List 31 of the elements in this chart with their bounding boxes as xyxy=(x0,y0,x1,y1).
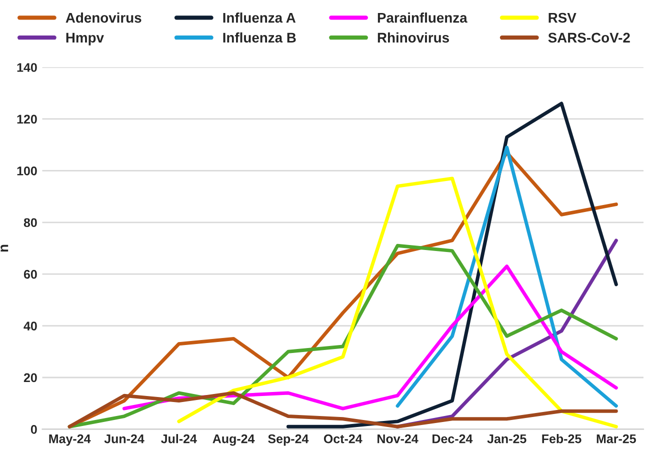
x-tick-label: Jan-25 xyxy=(487,434,526,444)
x-tick-label: Jun-24 xyxy=(104,434,144,444)
y-tick-label: 100 xyxy=(17,166,37,176)
legend-label: RSV xyxy=(548,12,576,23)
y-tick-label: 80 xyxy=(24,218,37,228)
y-tick-label: 0 xyxy=(30,425,37,434)
line-series xyxy=(396,146,618,408)
x-tick-label: Feb-25 xyxy=(542,434,582,444)
line-series xyxy=(68,391,618,428)
x-tick-label: Aug-24 xyxy=(212,434,255,446)
legend-label: Adenovirus xyxy=(66,12,142,23)
x-tick-label: Dec-24 xyxy=(432,434,473,444)
y-tick-label: 60 xyxy=(24,270,37,279)
x-tick-label: Mar-25 xyxy=(596,434,636,444)
x-tick-label: Jul-24 xyxy=(161,434,197,444)
line-series xyxy=(177,176,618,428)
y-tick-label: 20 xyxy=(24,373,37,382)
x-tick-label: May-24 xyxy=(49,434,91,446)
legend-label: SARS-CoV-2 xyxy=(548,32,630,43)
y-tick-label: 40 xyxy=(24,322,37,330)
legend-label: Rhinovirus xyxy=(378,32,449,43)
y-axis-title: n xyxy=(0,244,8,252)
y-tick-label: 140 xyxy=(17,63,37,72)
x-tick-label: Nov-24 xyxy=(378,434,418,444)
x-tick-label: Oct-24 xyxy=(324,434,362,444)
legend-label: Parainfluenza xyxy=(378,12,468,23)
legend-label: Influenza A xyxy=(223,12,296,23)
legend-label: Influenza B xyxy=(223,32,296,43)
x-tick-label: Sep-24 xyxy=(268,434,309,446)
y-tick-label: 120 xyxy=(17,114,37,124)
legend-label: Hmpv xyxy=(66,32,104,46)
